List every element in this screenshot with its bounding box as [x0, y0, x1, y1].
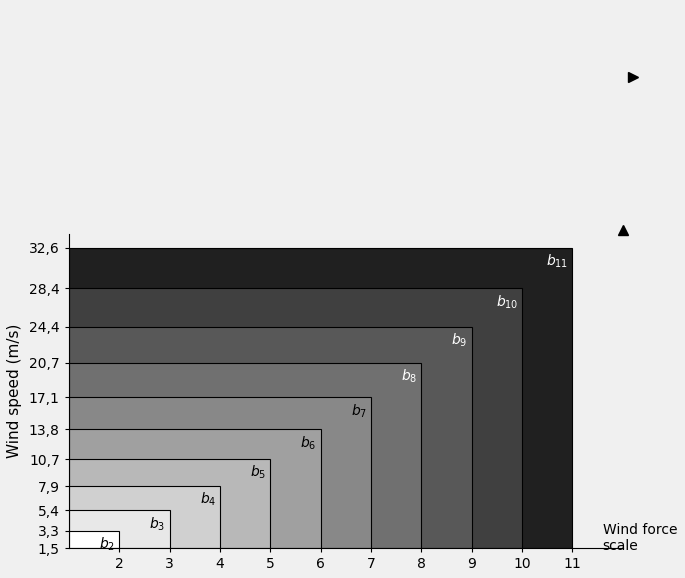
- FancyBboxPatch shape: [68, 531, 119, 548]
- Text: Wind force
scale: Wind force scale: [603, 523, 677, 554]
- Text: $b_{6}$: $b_{6}$: [300, 434, 316, 451]
- FancyBboxPatch shape: [68, 398, 371, 548]
- Y-axis label: Wind speed (m/s): Wind speed (m/s): [7, 324, 22, 458]
- FancyBboxPatch shape: [68, 486, 220, 548]
- Text: $b_{2}$: $b_{2}$: [99, 535, 115, 553]
- FancyBboxPatch shape: [68, 327, 472, 548]
- Text: $b_{9}$: $b_{9}$: [451, 332, 468, 349]
- Text: $b_{8}$: $b_{8}$: [401, 368, 417, 385]
- Text: $b_{5}$: $b_{5}$: [250, 464, 266, 481]
- Text: $b_{10}$: $b_{10}$: [496, 293, 518, 310]
- Text: $b_{11}$: $b_{11}$: [546, 253, 569, 270]
- FancyBboxPatch shape: [68, 510, 169, 548]
- FancyBboxPatch shape: [68, 363, 421, 548]
- Text: $b_{3}$: $b_{3}$: [149, 515, 166, 532]
- FancyBboxPatch shape: [68, 248, 573, 548]
- FancyBboxPatch shape: [68, 288, 522, 548]
- Text: $b_{4}$: $b_{4}$: [199, 491, 216, 509]
- FancyBboxPatch shape: [68, 429, 321, 548]
- FancyBboxPatch shape: [68, 460, 271, 548]
- Text: $b_{7}$: $b_{7}$: [351, 402, 367, 420]
